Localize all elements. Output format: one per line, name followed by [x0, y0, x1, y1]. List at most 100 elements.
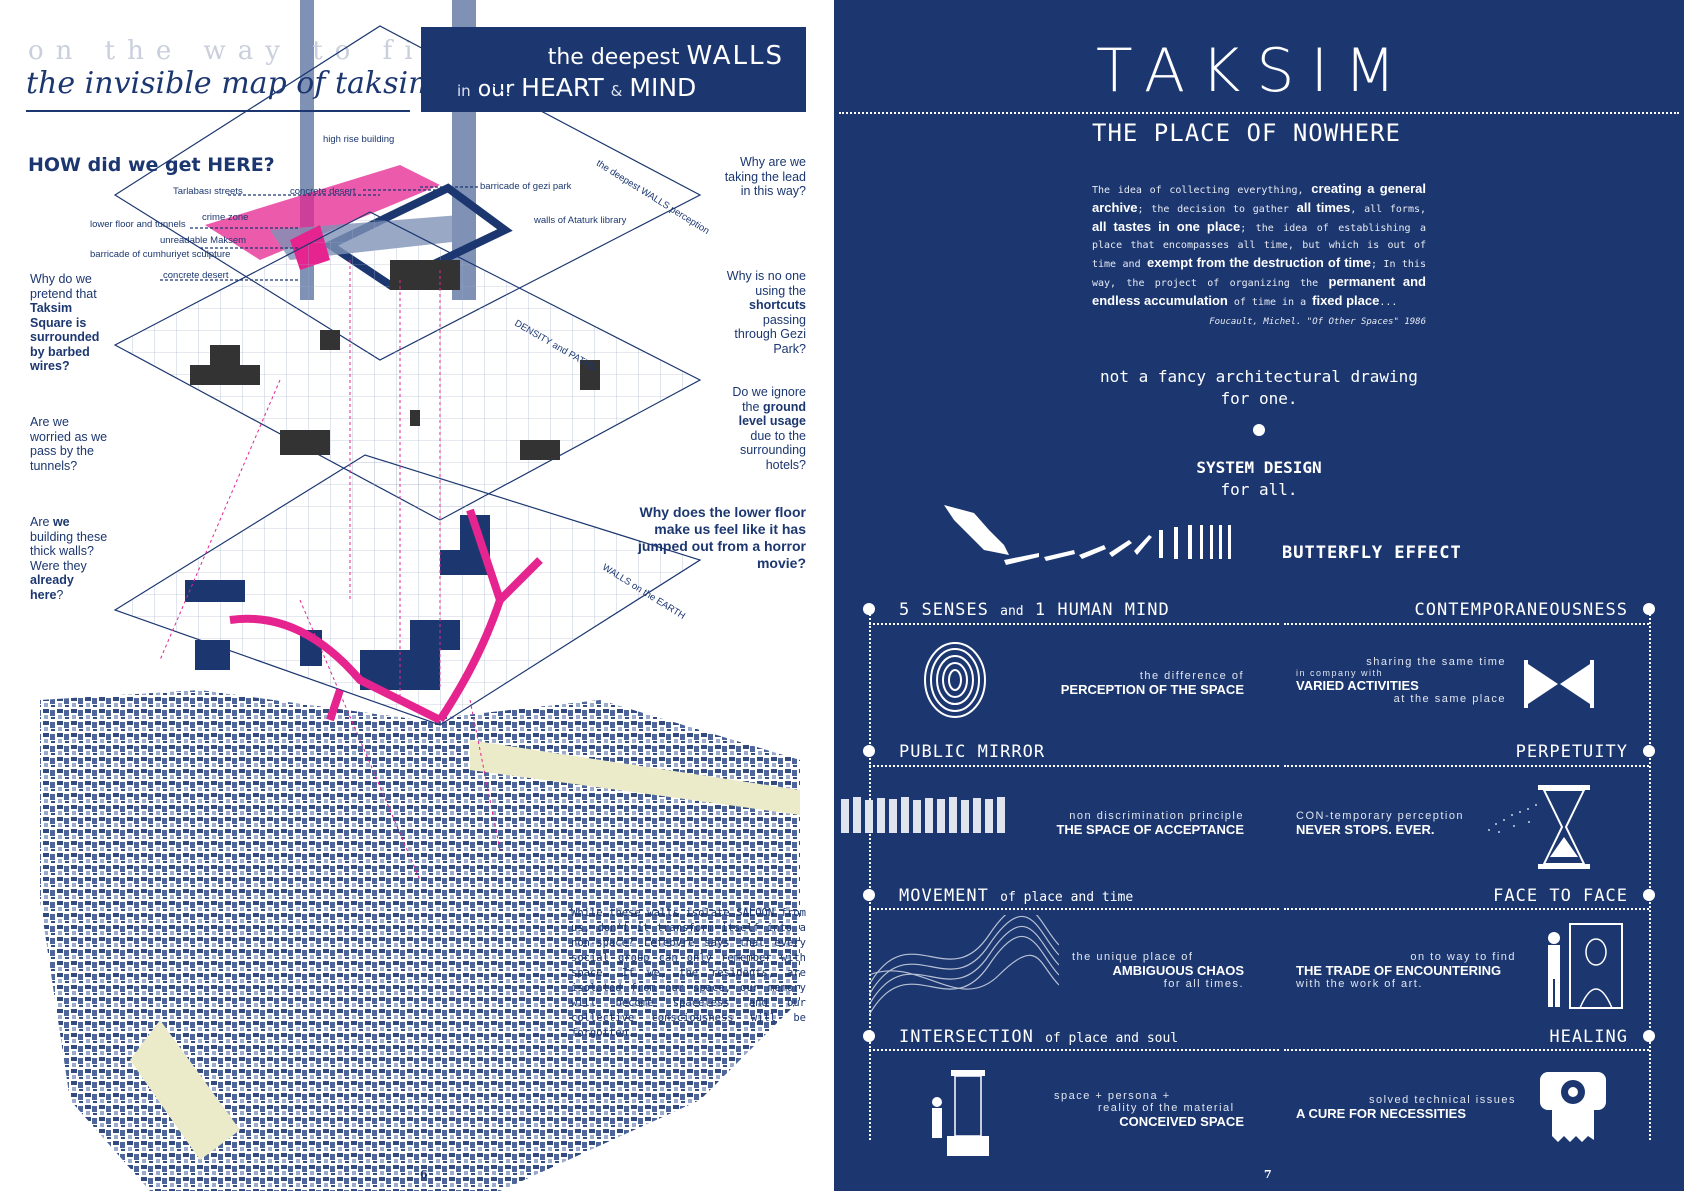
section-5-senses: 5 SENSES and 1 HUMAN MIND [899, 600, 1170, 620]
row-3-rule-r [1284, 908, 1649, 910]
system-design-sub: for all. [1220, 480, 1298, 499]
fingerprint-icon [924, 642, 986, 718]
label-tarlabasi: Tarlabası streets [173, 186, 243, 197]
quote-text: of time in a [1227, 297, 1313, 308]
caption-acceptance: non discrimination principle THE SPACE O… [1056, 810, 1244, 837]
coast-2 [130, 1020, 240, 1160]
caption-ambiguous-chaos: the unique place of AMBIGUOUS CHAOS for … [1072, 951, 1244, 990]
foucault-quote: The idea of collecting everything, creat… [1092, 180, 1426, 311]
toilet-paper-icon [1540, 1072, 1606, 1142]
row-1-rule-r [1284, 623, 1649, 625]
quote-emphasis: fixed place [1312, 293, 1380, 308]
caption-conceived-space: space + persona + reality of the materia… [1054, 1090, 1244, 1129]
header-line-1: the deepest WALLS [547, 41, 784, 71]
hourglass-horizontal-icon [1524, 660, 1594, 708]
label-concrete-desert-2: concrete desert [163, 270, 229, 281]
kicker: on the way to find [28, 36, 482, 66]
divider-top [839, 112, 1679, 114]
row-dot-3r [1643, 889, 1655, 901]
label-crime-zone: crime zone [202, 212, 249, 223]
big-question: Why does the lower floor make us feel li… [638, 504, 806, 571]
header-box: the deepest WALLS in our HEART & MIND [421, 27, 806, 112]
row-4-rule-l [869, 1049, 1279, 1051]
row-3-rule-l [869, 908, 1279, 910]
quote-text: ... [1379, 297, 1398, 308]
quote-text: , all forms, [1350, 204, 1427, 215]
flowing-ribbon-icon [869, 915, 1059, 1016]
city-map [40, 690, 800, 1191]
sand-particles-icon [1488, 804, 1537, 833]
row-4-rule-r [1284, 1049, 1649, 1051]
caption-cure: solved technical issues A CURE FOR NECES… [1296, 1094, 1516, 1121]
label-high-rise: high rise building [323, 134, 395, 145]
section-contemporaneousness: CONTEMPORANEOUSNESS [1414, 600, 1628, 620]
row-dot-1l [863, 603, 875, 615]
row-1-rule-l [869, 623, 1279, 625]
quote-emphasis: creating a general archive [1092, 181, 1426, 215]
question-shortcuts: Why is no one using the shortcuts passin… [726, 269, 806, 356]
butterfly-effect-label: BUTTERFLY EFFECT [1282, 543, 1462, 563]
caption-perception: the difference of PERCEPTION OF THE SPAC… [1060, 670, 1244, 697]
quote-text: ; In this way, the project of organizing… [1092, 259, 1426, 289]
label-barricade-gezi: barricade of gezi park [480, 181, 572, 192]
connector-lines [159, 260, 501, 881]
mona-lisa-visitor-icon [1548, 923, 1623, 1009]
axonometric-diagram [40, 25, 800, 1191]
section-perpetuity: PERPETUITY [1515, 742, 1628, 762]
label-walls-ataturk: walls of Ataturk library [534, 215, 627, 226]
grid-line-left [869, 610, 871, 1140]
crowd [190, 260, 600, 460]
pink-band [205, 165, 440, 260]
body-paragraph: While these walls isolate SALOON from us… [571, 907, 806, 1039]
section-movement: MOVEMENT of place and time [899, 886, 1134, 906]
label-barricade-cumhuriyet: barricade of cumhuriyet sculpture [90, 249, 231, 260]
question-ground-level: Do we ignore the ground level usage due … [732, 385, 806, 472]
page-number-right: 7 [1264, 1168, 1272, 1181]
statement-line-1: not a fancy architectural drawing [1100, 367, 1418, 386]
quote-citation: Foucault, Michel. "Of Other Spaces" 1986 [1209, 317, 1426, 327]
label-concrete-desert-1: concrete desert [290, 186, 356, 197]
page-number-left: 6 [420, 1168, 428, 1181]
section-intersection: INTERSECTION of place and soul [899, 1027, 1179, 1047]
quote-text: The idea of collecting everything, [1092, 185, 1312, 196]
section-healing: HEALING [1549, 1027, 1628, 1047]
caption-never-stops: CON-temporary perception NEVER STOPS. EV… [1296, 810, 1465, 837]
section-face-to-face: FACE TO FACE [1493, 886, 1628, 906]
question-barbed-wires: Why do we pretend that Taksim Square is … [30, 272, 100, 373]
question-thick-walls: Are we building these thick walls? Were … [30, 515, 108, 602]
fountain-figure-icon [932, 1070, 989, 1156]
hourglass-icon [1538, 785, 1590, 869]
row-dot-4r [1643, 1030, 1655, 1042]
right-page: TAKSIM THE PLACE OF NOWHERE The idea of … [834, 0, 1684, 1191]
center-dot [1253, 424, 1265, 436]
grid-line-right [1649, 610, 1651, 1140]
quote-emphasis: all tastes in one place [1092, 219, 1241, 234]
label-lower-floor: lower floor and tunnels [90, 219, 186, 230]
label-unreadable: unreadable Maksem [160, 235, 247, 246]
row-2-rule-l [869, 765, 1279, 767]
plane-walls-earth [113, 454, 702, 726]
title-rule [26, 110, 410, 112]
page-title: the invisible map of taksim [26, 66, 437, 101]
quote-text: ; the decision to gather [1137, 204, 1297, 215]
right-subtitle: THE PLACE OF NOWHERE [1092, 119, 1401, 147]
caption-encountering: on to way to find THE TRADE OF ENCOUNTER… [1296, 951, 1516, 990]
quote-emphasis: permanent and endless accumulation [1092, 274, 1426, 308]
row-2-rule-r [1284, 765, 1649, 767]
row-dot-3l [863, 889, 875, 901]
system-design-heading: SYSTEM DESIGN [1196, 458, 1322, 477]
row-dot-4l [863, 1030, 875, 1042]
section-public-mirror: PUBLIC MIRROR [899, 742, 1046, 762]
row-dot-1r [1643, 603, 1655, 615]
row-dot-2l [863, 745, 875, 757]
how-here-heading: HOW did we get HERE? [28, 154, 275, 176]
quote-emphasis: exempt from the destruction of time [1147, 255, 1371, 270]
butterfly-domino-graphic [944, 505, 1231, 565]
row-dot-2r [1643, 745, 1655, 757]
quote-emphasis: all times [1296, 200, 1351, 215]
pink-streets [229, 508, 543, 724]
question-tunnels: Are we worried as we pass by the tunnels… [30, 415, 108, 473]
coast [470, 740, 800, 815]
left-page: on the way to find the invisible map of … [0, 0, 834, 1191]
statement-line-2: for one. [1220, 389, 1298, 408]
